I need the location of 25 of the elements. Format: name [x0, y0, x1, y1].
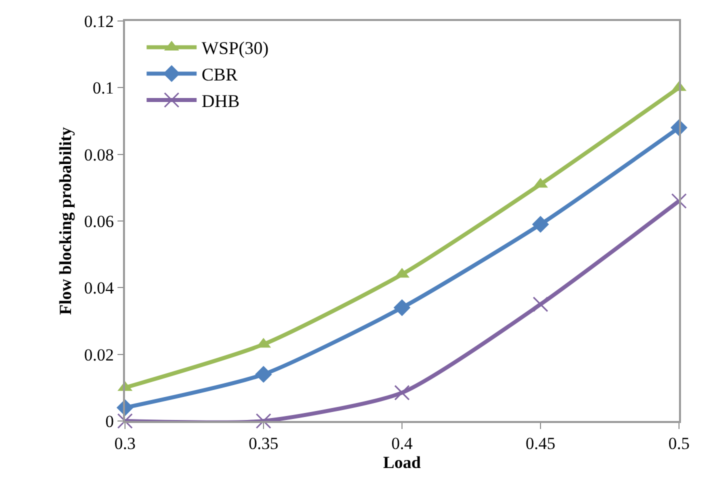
point: [532, 296, 548, 312]
y-tick-label: 0.06: [84, 212, 114, 231]
y-tick-label: 0.02: [84, 345, 114, 364]
y-tick-label: 0.04: [84, 278, 114, 298]
point: [255, 366, 272, 383]
y-axis-title: Flow blocking probability: [56, 126, 76, 315]
point: [117, 413, 133, 429]
point: [394, 299, 410, 316]
x-tick-label: 0.4: [391, 434, 414, 454]
point: [671, 193, 687, 209]
x-tick-label: 0.35: [248, 434, 278, 454]
point: [394, 384, 410, 400]
x-tick-label: 0.45: [526, 434, 556, 454]
legend-label: WSP(30): [202, 38, 269, 58]
x-tick-label: 0.3: [114, 434, 136, 454]
legend-label: DHB: [202, 91, 240, 112]
legend-label: CBR: [202, 64, 238, 85]
point: [256, 413, 272, 429]
x-tick-label: 0.5: [668, 434, 690, 454]
x-axis-title: Load: [383, 453, 422, 472]
point: [532, 216, 549, 233]
y-tick-label: 0.1: [92, 78, 114, 98]
y-tick-label: 0.12: [84, 12, 114, 31]
y-tick-label: 0: [105, 412, 114, 431]
y-tick-label: 0.08: [84, 145, 114, 164]
